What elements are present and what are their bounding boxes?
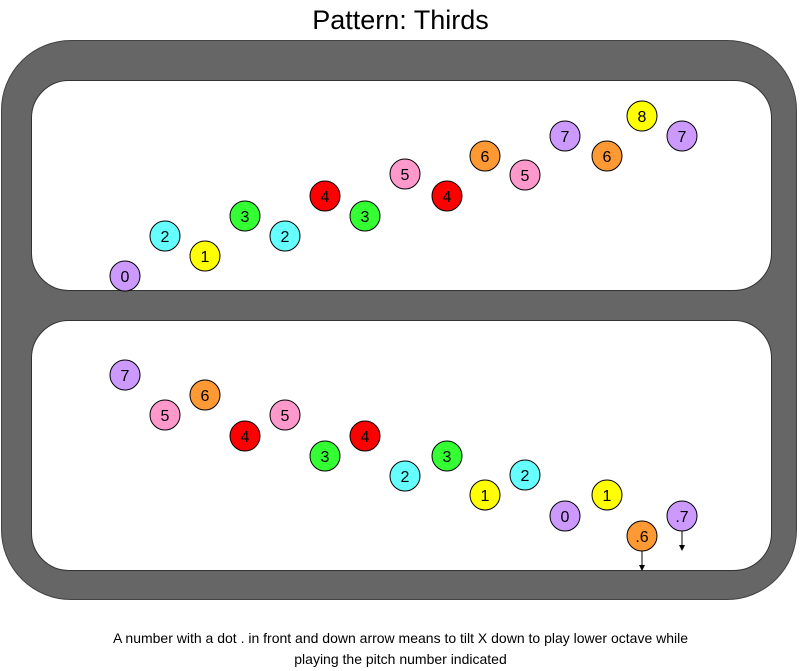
descending-note-13: 1 [591, 479, 623, 511]
note-label: 2 [161, 229, 170, 246]
note-label: 3 [241, 209, 250, 226]
note-label: 4 [321, 189, 330, 206]
descending-note-10: 1 [469, 479, 501, 511]
note-circle [626, 100, 658, 132]
ascending-note-14: 8 [626, 100, 658, 132]
note-circle [549, 500, 581, 532]
note-label: 1 [481, 488, 490, 505]
ascending-note-8: 5 [389, 158, 421, 190]
descending-note-1: 7 [109, 359, 141, 391]
note-label: 7 [561, 129, 570, 146]
note-label: 2 [281, 229, 290, 246]
note-label: 5 [281, 408, 290, 425]
descending-note-5: 5 [269, 399, 301, 431]
note-circle [149, 399, 181, 431]
note-circle [149, 220, 181, 252]
note-label: 1 [603, 488, 612, 505]
ascending-note-3: 1 [189, 240, 221, 272]
note-label: 5 [401, 167, 410, 184]
note-label: .7 [675, 509, 688, 526]
note-circle [431, 180, 463, 212]
descending-note-9: 3 [431, 440, 463, 472]
note-circle [591, 140, 623, 172]
note-label: 2 [521, 468, 530, 485]
note-label: 6 [201, 388, 210, 405]
note-circle [549, 120, 581, 152]
note-label: 8 [638, 109, 647, 126]
ascending-note-1: 0 [109, 260, 141, 292]
note-circle [309, 440, 341, 472]
descending-note-12: 0 [549, 500, 581, 532]
note-label: 0 [561, 509, 570, 526]
note-circle [509, 459, 541, 491]
note-circle [509, 159, 541, 191]
legend-text-line2: playing the pitch number indicated [294, 651, 507, 667]
note-label: 4 [443, 189, 452, 206]
note-circle [591, 479, 623, 511]
note-label: 4 [361, 429, 370, 446]
ascending-note-4: 3 [229, 200, 261, 232]
note-label: 2 [401, 469, 410, 486]
note-circle [269, 220, 301, 252]
note-circle [431, 440, 463, 472]
note-circle [109, 260, 141, 292]
ascending-note-13: 6 [591, 140, 623, 172]
note-label: 4 [241, 429, 250, 446]
legend-text-line1: A number with a dot . in front and down … [112, 630, 689, 646]
descending-note-6: 3 [309, 440, 341, 472]
ascending-note-9: 4 [431, 180, 463, 212]
note-label: 3 [443, 449, 452, 466]
ascending-note-15: 7 [666, 120, 698, 152]
note-label: .6 [635, 529, 648, 546]
note-label: 0 [121, 269, 130, 286]
note-label: 7 [678, 129, 687, 146]
descending-note-14: .6 [626, 520, 658, 571]
note-circle [189, 379, 221, 411]
note-circle [269, 399, 301, 431]
note-label: 1 [201, 249, 210, 266]
ascending-note-10: 6 [469, 140, 501, 172]
descending-note-3: 6 [189, 379, 221, 411]
ascending-note-12: 7 [549, 120, 581, 152]
descending-note-4: 4 [229, 420, 261, 452]
note-label: 7 [121, 368, 130, 385]
note-circle [309, 180, 341, 212]
ascending-note-7: 3 [349, 200, 381, 232]
note-label: 3 [321, 449, 330, 466]
descending-note-11: 2 [509, 459, 541, 491]
note-label: 5 [161, 408, 170, 425]
note-circle [666, 120, 698, 152]
note-circle [109, 359, 141, 391]
ascending-note-5: 2 [269, 220, 301, 252]
note-label: 6 [603, 149, 612, 166]
note-circle [229, 200, 261, 232]
diagram-title: Pattern: Thirds [312, 5, 489, 35]
descending-note-8: 2 [389, 460, 421, 492]
note-circle [229, 420, 261, 452]
note-circle [389, 158, 421, 190]
note-label: 6 [481, 149, 490, 166]
down-arrow-head-icon [639, 565, 645, 571]
down-arrow-head-icon [679, 545, 685, 551]
note-circle [349, 420, 381, 452]
ascending-note-6: 4 [309, 180, 341, 212]
note-circle [469, 479, 501, 511]
descending-note-7: 4 [349, 420, 381, 452]
note-circle [189, 240, 221, 272]
descending-note-15: .7 [666, 500, 698, 551]
note-circle [469, 140, 501, 172]
note-label: 5 [521, 168, 530, 185]
note-circle [349, 200, 381, 232]
descending-note-2: 5 [149, 399, 181, 431]
ascending-note-11: 5 [509, 159, 541, 191]
note-circle [389, 460, 421, 492]
note-label: 3 [361, 209, 370, 226]
ascending-note-2: 2 [149, 220, 181, 252]
